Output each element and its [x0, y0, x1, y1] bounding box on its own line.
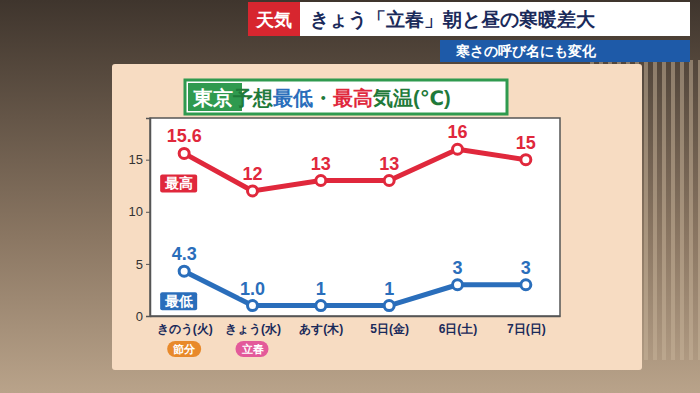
plot-frame [150, 118, 560, 316]
data-label: 3 [521, 258, 531, 278]
title-part: 気温(℃) [372, 87, 451, 109]
wall-slat [689, 60, 693, 360]
x-tick-label: 7日(日) [507, 322, 546, 336]
subheading: 寒さの呼び名にも変化 [455, 43, 597, 59]
wall-slat [662, 60, 666, 360]
data-label: 15 [516, 133, 536, 153]
annotation-label: 立春 [241, 343, 264, 355]
annotations: 節分 立春 [167, 341, 268, 357]
y-tick-label: 5 [136, 257, 143, 272]
wall-slat [680, 60, 684, 360]
headline-box [300, 2, 690, 36]
y-tick: 15 [129, 152, 150, 167]
data-label: 1 [384, 279, 394, 299]
chart-title: 東京予想最低・最高気温(℃) [185, 80, 507, 114]
data-label: 16 [447, 122, 467, 142]
header-label-box [248, 2, 300, 36]
wall-slat [653, 60, 657, 360]
title-part: 東京 [192, 87, 233, 109]
y-tick-mark [146, 160, 150, 161]
wall-slat [698, 60, 700, 360]
series-name: 最低 [164, 293, 193, 309]
headline: きょう「立春」朝と昼の寒暖差大 [310, 9, 596, 31]
series-marker [248, 301, 258, 311]
title-part: 最低 [272, 87, 313, 109]
x-tick: あす(木) [299, 316, 343, 336]
header: 天気きょう「立春」朝と昼の寒暖差大寒さの呼び名にも変化 [248, 2, 690, 62]
y-tick-label: 10 [129, 204, 143, 219]
x-tick: 7日(日) [507, 316, 546, 336]
y-axis-line [146, 119, 151, 317]
wall-slat [644, 60, 648, 360]
canvas: 天気きょう「立春」朝と昼の寒暖差大寒さの呼び名にも変化051015きのう(火)き… [0, 0, 700, 393]
series-line [184, 271, 526, 305]
wall-slat [671, 60, 675, 360]
plot-marks [179, 144, 531, 310]
y-tick-mark [146, 264, 150, 265]
x-tick-label: 6日(土) [439, 322, 478, 336]
x-tick-label: きのう(火) [157, 322, 213, 336]
header-label: 天気 [255, 10, 292, 30]
annotation-badge [167, 341, 201, 357]
annotation-badge [236, 341, 269, 357]
series-marker [384, 176, 394, 186]
series-marker [248, 186, 258, 196]
y-tick: 10 [129, 204, 150, 219]
y-tick-label: 0 [136, 309, 143, 324]
title-part: ・ [313, 87, 333, 109]
x-tick-label: 5日(金) [370, 322, 409, 336]
x-tick: 6日(土) [439, 316, 478, 336]
subheading-box [440, 40, 690, 62]
y-tick-label: 15 [129, 152, 143, 167]
data-label: 13 [311, 154, 331, 174]
series-marker [179, 148, 189, 158]
data-label: 4.3 [172, 244, 197, 264]
series-name-box [160, 174, 197, 192]
series-marker [316, 176, 326, 186]
annotation-label: 節分 [172, 343, 196, 355]
series-labels: 最高最低 [160, 174, 197, 310]
data-label: 12 [242, 164, 262, 184]
x-tick: きょう(水) [225, 316, 281, 336]
data-label: 3 [452, 258, 462, 278]
series-marker [453, 144, 463, 154]
chart-panel [112, 64, 642, 370]
x-tick: 5日(金) [370, 316, 409, 336]
data-labels: 15.612131316154.31.01133 [167, 122, 536, 298]
series-marker [316, 301, 326, 311]
series-marker [384, 301, 394, 311]
x-tick: きのう(火) [157, 316, 213, 336]
x-tick-label: きょう(水) [225, 322, 281, 336]
y-tick-mark [146, 316, 150, 317]
series-name: 最高 [164, 175, 193, 191]
title-part: 最高 [332, 87, 373, 109]
data-label: 13 [379, 154, 399, 174]
series-marker [521, 280, 531, 290]
series-name-box [160, 292, 197, 310]
y-tick-mark [146, 212, 150, 213]
title: 東京予想最低・最高気温(℃) [192, 87, 451, 109]
data-label: 15.6 [167, 126, 202, 146]
y-tick: 0 [136, 309, 150, 324]
series-line [184, 149, 526, 191]
data-label: 1.0 [240, 279, 265, 299]
x-axis-line [151, 316, 561, 318]
series-marker [453, 280, 463, 290]
background [0, 0, 700, 393]
y-tick: 5 [136, 257, 150, 272]
x-tick-label: あす(木) [299, 322, 343, 336]
title-part: 予想 [232, 87, 273, 109]
data-label: 1 [316, 279, 326, 299]
x-axis: きのう(火) きょう(水) あす(木) 5日(金) 6日(土) 7日(日) [151, 316, 561, 336]
y-axis: 0 5 10 15 [129, 119, 151, 324]
title-box [185, 80, 507, 114]
series-marker [179, 266, 189, 276]
series-marker [521, 155, 531, 165]
